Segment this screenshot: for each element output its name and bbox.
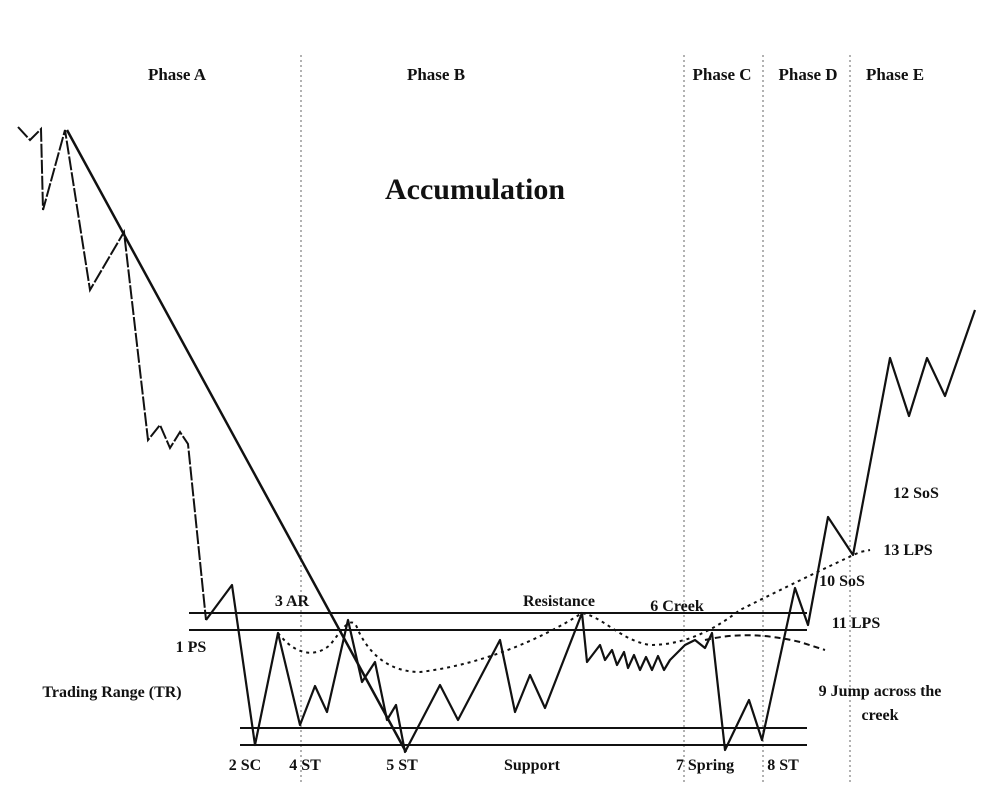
phase-c-label: Phase C	[692, 65, 751, 84]
price-path-main	[205, 309, 977, 754]
range-lines	[189, 612, 807, 746]
phase-d-label: Phase D	[778, 65, 837, 84]
label-st8: 8 ST	[767, 757, 799, 774]
label-lps11: 11 LPS	[832, 615, 881, 632]
diagram-title: Accumulation	[385, 173, 565, 206]
phase-b-label: Phase B	[407, 65, 465, 84]
label-sos10: 10 SoS	[819, 573, 865, 590]
phase-e-label: Phase E	[866, 65, 924, 84]
label-spring: 7 Spring	[676, 757, 734, 774]
price-path-early	[17, 126, 207, 621]
phase-dividers	[300, 55, 851, 785]
label-st4: 4 ST	[289, 757, 321, 774]
label-jump-line1: 9 Jump across the	[819, 683, 942, 700]
label-sc: 2 SC	[229, 757, 261, 774]
label-support: Support	[504, 757, 561, 774]
label-resistance: Resistance	[523, 593, 595, 610]
label-ps: 1 PS	[176, 639, 207, 656]
label-st5: 5 ST	[386, 757, 418, 774]
label-creek: 6 Creek	[650, 598, 704, 615]
creek-dashed-curve	[704, 634, 826, 651]
downtrend-line	[65, 129, 408, 753]
creek-dotted-curve	[277, 549, 871, 674]
label-lps13: 13 LPS	[883, 542, 932, 559]
label-trading-range: Trading Range (TR)	[42, 684, 181, 701]
label-ar: 3 AR	[275, 593, 310, 610]
label-sos12: 12 SoS	[893, 485, 939, 502]
phase-a-label: Phase A	[148, 65, 207, 84]
label-jump-line2: creek	[861, 707, 898, 724]
